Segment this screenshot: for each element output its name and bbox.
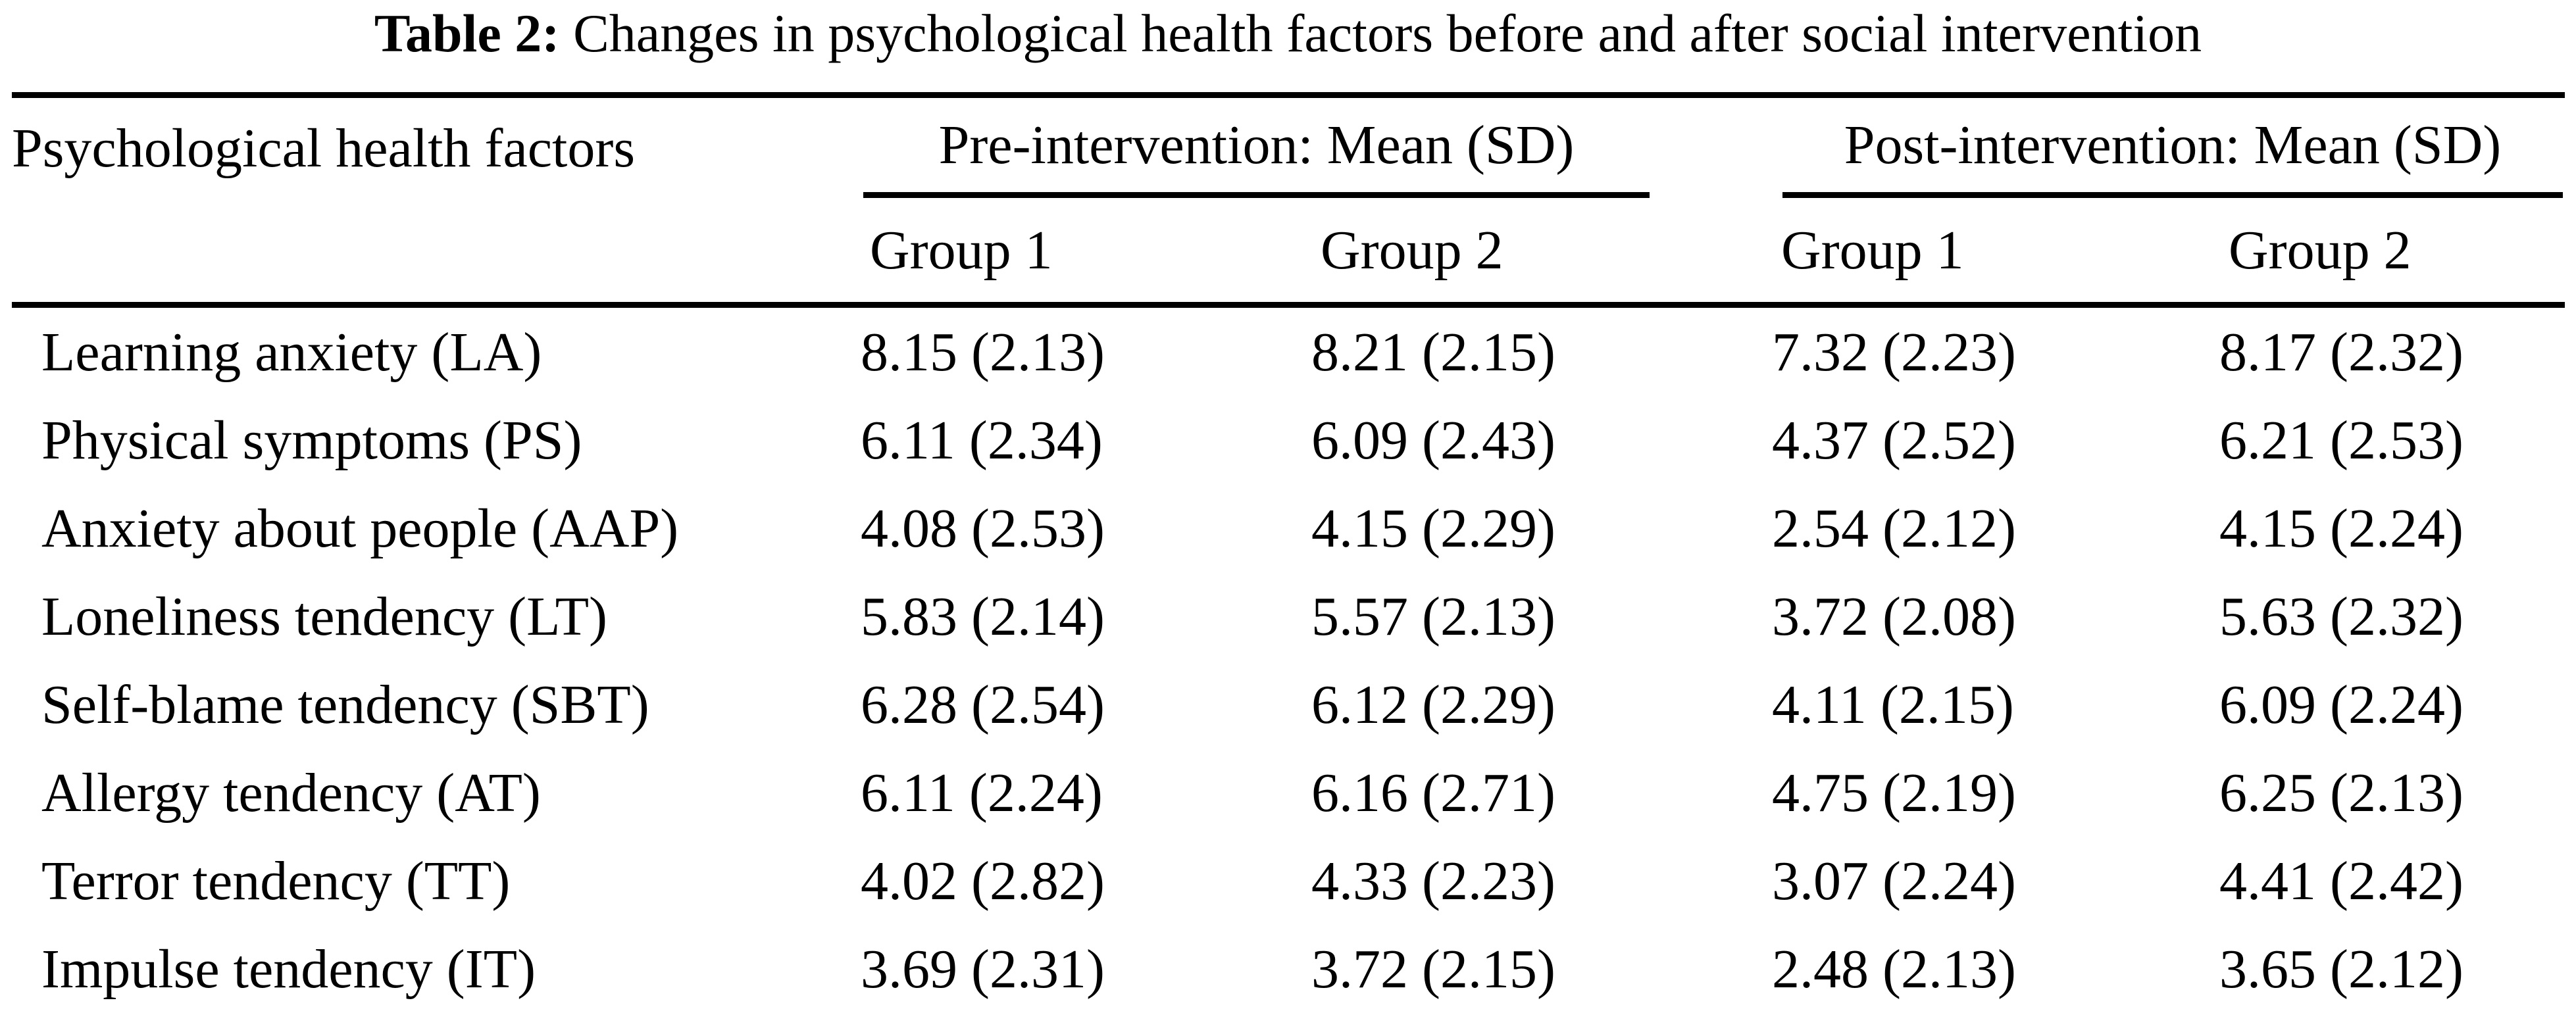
value-cell: 4.15 (2.24) <box>2219 497 2463 559</box>
value-cell: 4.11 (2.15) <box>1772 674 2014 735</box>
value-cell: 2.48 (2.13) <box>1772 938 2016 1000</box>
table-row: Learning anxiety (LA) 8.15 (2.13) 8.21 (2.… <box>12 305 2565 397</box>
value-cell: 6.11 (2.34) <box>861 409 1103 471</box>
factor-column-header-label: Psychological health factors <box>12 117 636 179</box>
value-cell: 8.15 (2.13) <box>861 321 1105 383</box>
pre-intervention-header: Pre-intervention: Mean (SD) <box>863 98 1650 198</box>
value-cell: 3.65 (2.12) <box>2219 938 2463 1000</box>
subheader-post-group-1: Group 1 <box>1772 198 2219 308</box>
value-cell: 6.28 (2.54) <box>861 674 1105 735</box>
table-caption: Table 2: Changes in psychological health… <box>0 3 2576 64</box>
post-intervention-header: Post-intervention: Mean (SD) <box>1782 98 2563 198</box>
factor-label: Learning anxiety (LA) <box>41 321 542 383</box>
table-row: Allergy tendency (AT) 6.11 (2.24) 6.16 (2.… <box>12 749 2565 837</box>
value-cell: 5.57 (2.13) <box>1311 585 1555 647</box>
value-cell: 4.08 (2.53) <box>861 497 1105 559</box>
subheader-pre-group-1: Group 1 <box>861 198 1311 308</box>
value-cell: 8.21 (2.15) <box>1311 321 1555 383</box>
table-row: Loneliness tendency (LT) 5.83 (2.14) 5.57 … <box>12 572 2565 660</box>
value-cell: 6.21 (2.53) <box>2219 409 2463 471</box>
value-cell: 6.16 (2.71) <box>1311 762 1555 824</box>
value-cell: 5.83 (2.14) <box>861 585 1105 647</box>
table-row: Impulse tendency (IT) 3.69 (2.31) 3.72 (2.… <box>12 925 2565 1011</box>
value-cell: 4.37 (2.52) <box>1772 409 2016 471</box>
table-caption-text: Changes in psychological health factors … <box>559 3 2202 63</box>
factor-label: Allergy tendency (AT) <box>41 762 541 824</box>
factor-label: Anxiety about people (AAP) <box>41 497 679 559</box>
factor-label: Impulse tendency (IT) <box>41 938 536 1000</box>
subheader-post-group-2: Group 2 <box>2219 198 2565 308</box>
table-body: Learning anxiety (LA) 8.15 (2.13) 8.21 (2.… <box>12 305 2565 1011</box>
value-cell: 4.02 (2.82) <box>861 850 1105 912</box>
value-cell: 6.25 (2.13) <box>2219 762 2463 824</box>
value-cell: 4.75 (2.19) <box>1772 762 2016 824</box>
value-cell: 6.09 (2.24) <box>2219 674 2463 735</box>
value-cell: 3.07 (2.24) <box>1772 850 2016 912</box>
factor-label: Loneliness tendency (LT) <box>41 585 607 647</box>
value-cell: 3.69 (2.31) <box>861 938 1105 1000</box>
value-cell: 3.72 (2.15) <box>1311 938 1555 1000</box>
value-cell: 4.15 (2.29) <box>1311 497 1555 559</box>
value-cell: 6.09 (2.43) <box>1311 409 1555 471</box>
subheader-pre-group-2: Group 2 <box>1311 198 1772 308</box>
factor-label: Physical symptoms (PS) <box>41 409 582 471</box>
value-cell: 6.12 (2.29) <box>1311 674 1555 735</box>
table-caption-label: Table 2: <box>374 3 560 63</box>
value-cell: 4.33 (2.23) <box>1311 850 1555 912</box>
factor-label: Terror tendency (TT) <box>41 850 511 912</box>
value-cell: 6.11 (2.24) <box>861 762 1103 824</box>
results-table: Psychological health factors Pre-interve… <box>12 92 2565 1011</box>
header-row-groups: Psychological health factors Pre-interve… <box>12 95 2565 308</box>
value-cell: 7.32 (2.23) <box>1772 321 2016 383</box>
table-row: Physical symptoms (PS) 6.11 (2.34) 6.09 (2… <box>12 396 2565 484</box>
value-cell: 4.41 (2.42) <box>2219 850 2463 912</box>
value-cell: 2.54 (2.12) <box>1772 497 2016 559</box>
factor-label: Self-blame tendency (SBT) <box>41 674 649 735</box>
table-row: Self-blame tendency (SBT) 6.28 (2.54) 6.12… <box>12 660 2565 749</box>
factor-column-header: Psychological health factors <box>12 95 861 308</box>
post-intervention-header-cell: Post-intervention: Mean (SD) <box>1772 95 2565 198</box>
value-cell: 8.17 (2.32) <box>2219 321 2463 383</box>
header-row-subgroups: Group 1 Group 2 Group 1 Group 2 <box>12 198 2565 308</box>
table-row: Anxiety about people (AAP) 4.08 (2.53) 4.1… <box>12 484 2565 572</box>
table-row: Terror tendency (TT) 4.02 (2.82) 4.33 (2.2… <box>12 837 2565 925</box>
value-cell: 5.63 (2.32) <box>2219 585 2463 647</box>
pre-intervention-header-cell: Pre-intervention: Mean (SD) <box>861 95 1772 198</box>
value-cell: 3.72 (2.08) <box>1772 585 2016 647</box>
